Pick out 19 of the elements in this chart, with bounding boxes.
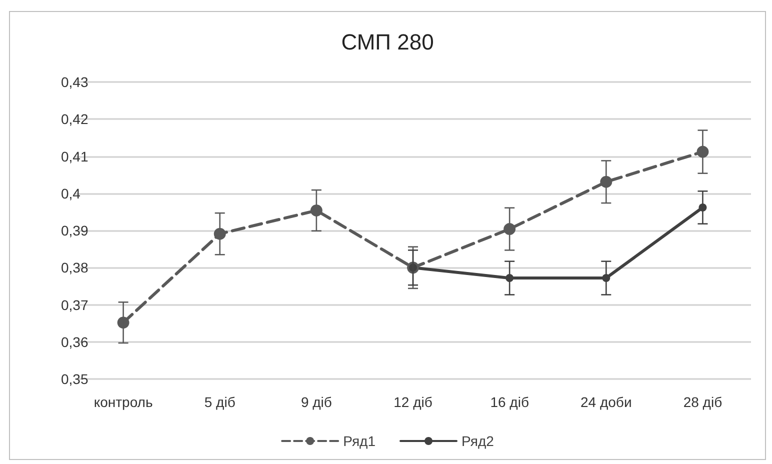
x-tick-label: 24 доби	[580, 394, 632, 410]
y-tick-label: 0,37	[61, 296, 88, 313]
x-tick-label: 28 діб	[683, 394, 722, 410]
y-tick-label: 0,42	[61, 111, 88, 128]
y-tick-label: 0,39	[61, 222, 88, 238]
x-tick-label: 9 діб	[300, 394, 332, 410]
x-tick-label: 5 діб	[204, 394, 236, 410]
legend-label: Ряд1	[343, 433, 376, 449]
y-tick-label: 0,4	[61, 185, 81, 202]
y-tick-label: 0,38	[61, 260, 88, 276]
y-tick-label: 0,43	[61, 74, 88, 90]
x-tick-label: 16 діб	[490, 394, 529, 410]
y-tick-label: 0,36	[61, 334, 88, 350]
x-tick-label: контроль	[94, 394, 153, 410]
y-tick-label: 0,41	[61, 148, 88, 164]
x-tick-label: 12 діб	[394, 394, 432, 410]
chart-title: СМП 280	[341, 30, 434, 54]
y-tick-label: 0,35	[61, 371, 88, 387]
legend-label: Ряд2	[462, 433, 494, 449]
